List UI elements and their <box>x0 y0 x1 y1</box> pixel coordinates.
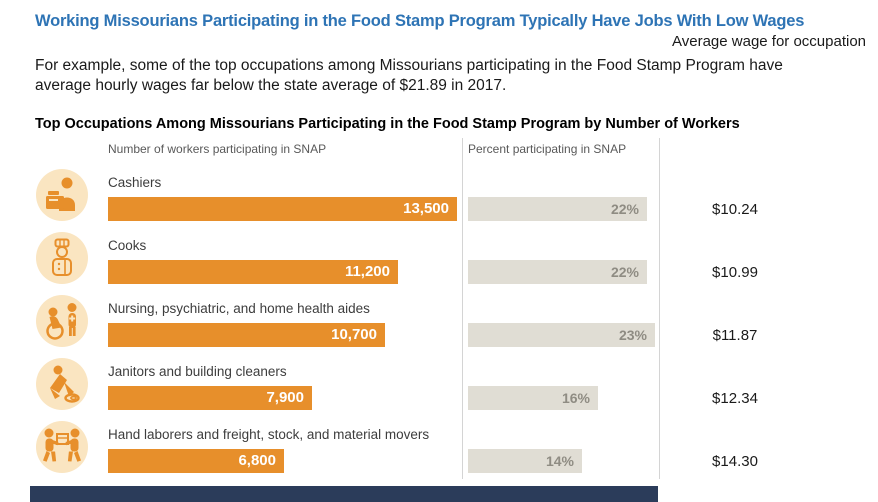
workers-bar: 10,700 <box>108 323 385 347</box>
occupation-label: Janitors and building cleaners <box>108 364 287 379</box>
percent-bar: 22% <box>468 197 647 221</box>
table-row: Nursing, psychiatric, and home health ai… <box>0 294 878 357</box>
workers-bar: 13,500 <box>108 197 457 221</box>
movers-icon <box>36 421 88 473</box>
column-divider <box>659 138 660 479</box>
percent-bar: 14% <box>468 449 582 473</box>
workers-bar: 11,200 <box>108 260 398 284</box>
percent-bar: 22% <box>468 260 647 284</box>
occupation-label: Cashiers <box>108 175 162 190</box>
column-header-wage: Average wage for occupation <box>672 33 867 50</box>
occupation-label: Cooks <box>108 238 147 253</box>
janitor-icon <box>36 358 88 410</box>
table-row: Cashiers 13,500 22% $10.24 <box>0 168 878 231</box>
wage-value: $11.87 <box>712 327 758 344</box>
nurse-wheelchair-icon <box>36 295 88 347</box>
workers-bar: 6,800 <box>108 449 284 473</box>
page-title: Working Missourians Participating in the… <box>35 12 805 30</box>
cook-icon <box>36 232 88 284</box>
table-row: Hand laborers and freight, stock, and ma… <box>0 420 878 483</box>
chart-title: Top Occupations Among Missourians Partic… <box>35 116 740 132</box>
wage-value: $14.30 <box>712 453 758 470</box>
cashier-icon <box>36 169 88 221</box>
column-divider <box>462 138 463 479</box>
occupation-label: Hand laborers and freight, stock, and ma… <box>108 427 430 442</box>
workers-bar: 7,900 <box>108 386 312 410</box>
wage-value: $12.34 <box>712 390 758 407</box>
intro-paragraph: For example, some of the top occupations… <box>35 57 783 94</box>
column-header-workers: Number of workers participating in SNAP <box>108 142 327 156</box>
percent-bar: 16% <box>468 386 598 410</box>
occupation-label: Nursing, psychiatric, and home health ai… <box>108 301 370 316</box>
percent-bar: 23% <box>468 323 655 347</box>
table-row: Janitors and building cleaners 7,900 16%… <box>0 357 878 420</box>
wage-value: $10.24 <box>712 201 758 218</box>
wage-value: $10.99 <box>712 264 758 281</box>
column-header-percent: Percent participating in SNAP <box>468 142 627 156</box>
table-row: Cooks 11,200 22% $10.99 <box>0 231 878 294</box>
footer-bar <box>30 486 658 502</box>
